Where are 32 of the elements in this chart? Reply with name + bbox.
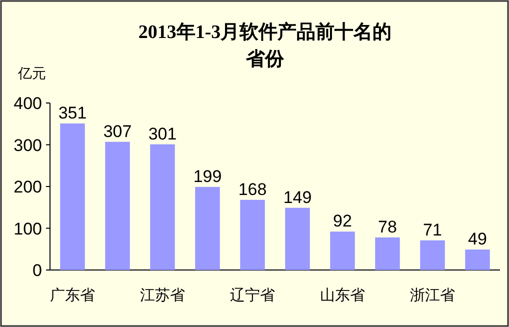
chart-title: 2013年1-3月软件产品前十名的省份 — [138, 21, 392, 70]
y-tick-label: 200 — [14, 178, 42, 196]
data-label: 307 — [103, 122, 132, 141]
bar — [240, 200, 265, 270]
data-label: 351 — [58, 103, 87, 122]
data-label: 199 — [193, 166, 222, 186]
data-label: 301 — [148, 124, 177, 144]
y-tick-label: 400 — [14, 94, 42, 113]
bar — [150, 144, 175, 270]
y-axis-title: 亿元 — [17, 65, 46, 81]
bar — [420, 240, 445, 270]
bar — [285, 208, 310, 270]
x-tick-label: 江苏省 — [140, 287, 185, 304]
data-label: 168 — [238, 180, 267, 199]
x-tick-label: 广东省 — [50, 287, 95, 304]
y-tick-label: 100 — [14, 219, 42, 238]
data-label: 71 — [423, 220, 442, 240]
data-label: 92 — [333, 212, 352, 231]
y-tick-label: 0 — [32, 261, 42, 280]
bar — [105, 142, 130, 270]
data-label: 49 — [468, 230, 487, 249]
bar — [375, 237, 400, 270]
data-label: 78 — [378, 217, 397, 236]
bar — [465, 250, 490, 270]
data-label: 149 — [283, 188, 312, 207]
bar — [195, 186, 220, 270]
bar — [330, 232, 355, 270]
x-tick-label: 辽宁省 — [230, 287, 275, 304]
x-tick-label: 浙江省 — [410, 287, 455, 304]
y-tick-label: 300 — [14, 136, 42, 155]
x-tick-label: 山东省 — [320, 287, 365, 304]
bar — [60, 123, 85, 270]
